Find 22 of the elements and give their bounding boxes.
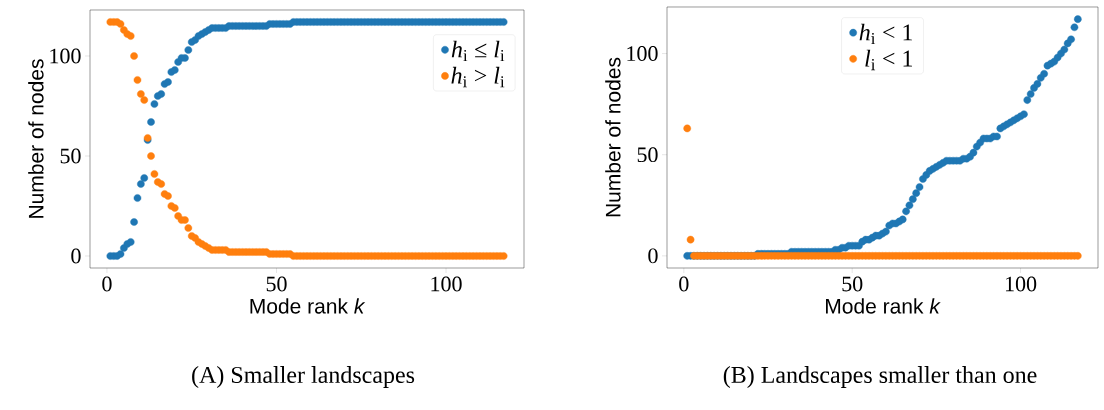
y-tick-label: 50 [637, 147, 658, 163]
legend-label: h$_{i}$ ≤ l$_{i}$ [451, 40, 505, 62]
x-tick-label: 50 [266, 276, 287, 292]
x-tick-label: 100 [431, 276, 462, 292]
x-tick-label: 0 [679, 276, 689, 292]
legend-label: l$_{i}$ < 1 [865, 49, 912, 71]
y-axis-title: Number of nodes [28, 59, 44, 218]
y-tick-label: 0 [648, 248, 658, 264]
x-axis-title: Mode rank k [826, 298, 941, 314]
y-tick-label: 0 [71, 248, 81, 264]
text: (A) Smaller landscapes [192, 366, 415, 388]
x-tick-label: 50 [842, 276, 863, 292]
y-tick-label: 50 [60, 148, 81, 164]
legend-label: h$_{i}$ > l$_{i}$ [451, 66, 505, 88]
y-tick-label: 100 [50, 48, 81, 64]
y-tick-label: 100 [627, 46, 658, 61]
x-tick-label: 0 [102, 276, 112, 292]
x-tick-label: 100 [1005, 276, 1037, 292]
y-axis-title: Number of nodes [605, 57, 621, 217]
text: (B) Landscapes smaller than one [723, 366, 1037, 388]
legend-label: h$_{i}$ < 1 [859, 23, 913, 45]
x-axis-title: Mode rank k [250, 298, 366, 314]
